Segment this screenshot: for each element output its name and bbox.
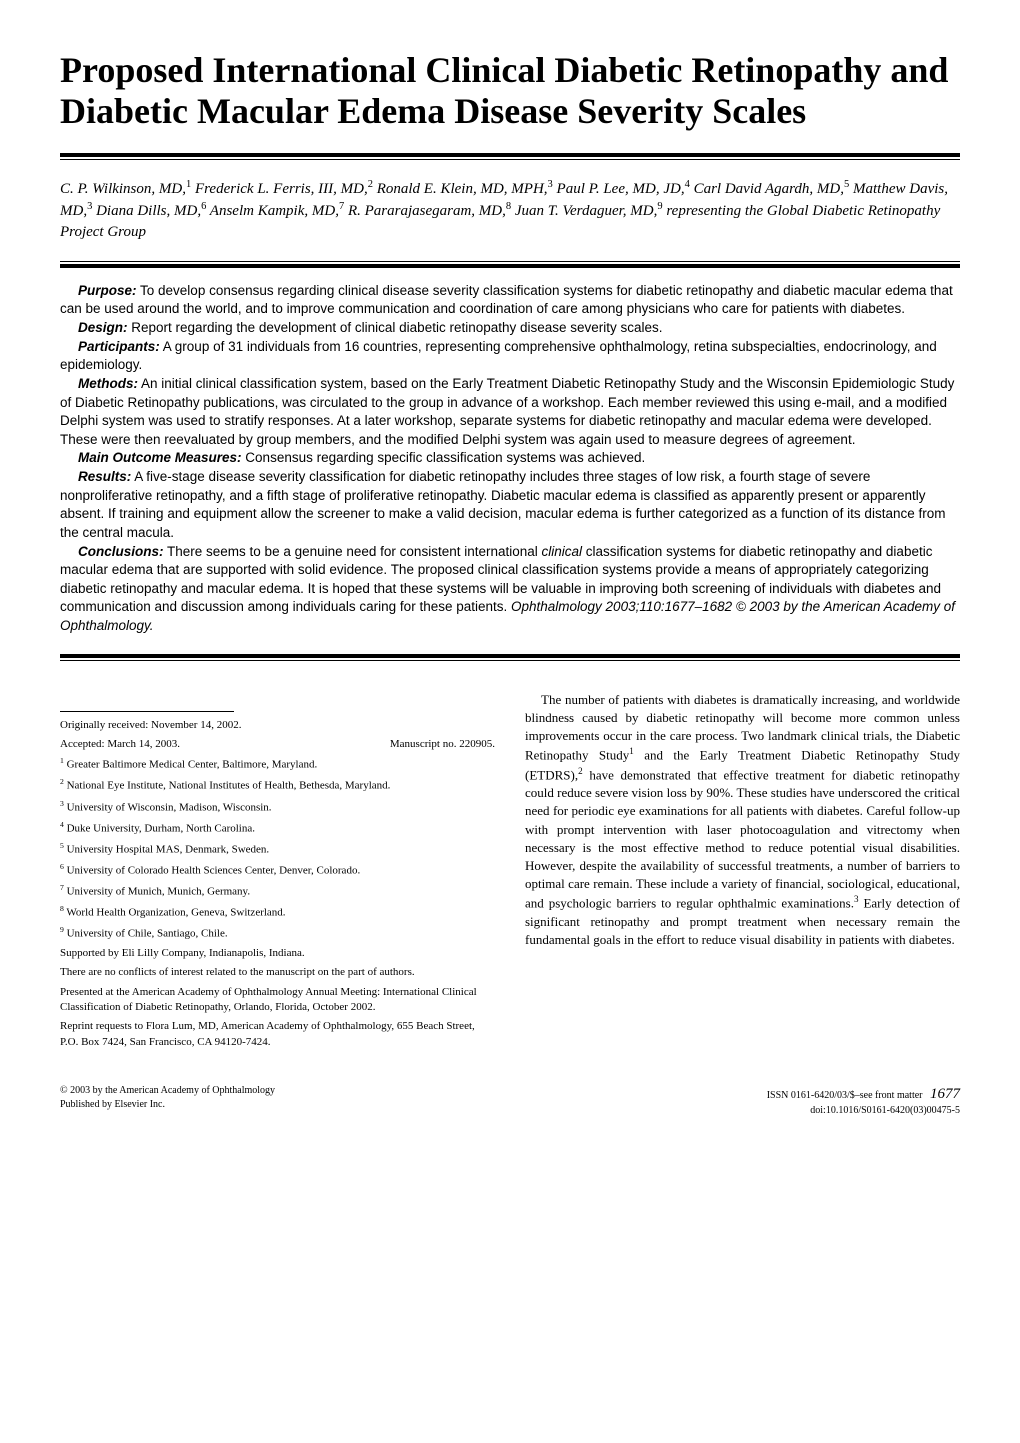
authors-line: C. P. Wilkinson, MD,1 Frederick L. Ferri…	[60, 178, 960, 243]
abstract-text: To develop consensus regarding clinical …	[60, 283, 953, 317]
abstract-label: Main Outcome Measures:	[78, 450, 242, 465]
abstract-label: Methods:	[78, 376, 138, 391]
page-number: 1677	[930, 1086, 960, 1102]
footnote-manuscript: Manuscript no. 220905.	[390, 737, 495, 752]
publisher-line: Published by Elsevier Inc.	[60, 1098, 275, 1112]
affiliation: 6 University of Colorado Health Sciences…	[60, 862, 495, 879]
divider-thin	[60, 159, 960, 160]
abstract-design: Design: Report regarding the development…	[60, 319, 960, 338]
affiliation: 2 National Eye Institute, National Insti…	[60, 777, 495, 794]
affiliation: 5 University Hospital MAS, Denmark, Swed…	[60, 841, 495, 858]
footnote-support: Supported by Eli Lilly Company, Indianap…	[60, 946, 495, 961]
footnote-received: Originally received: November 14, 2002.	[60, 718, 495, 733]
footnote-presented: Presented at the American Academy of Oph…	[60, 985, 495, 1016]
affiliation-text: University of Colorado Health Sciences C…	[67, 864, 361, 876]
affiliation: 7 University of Munich, Munich, Germany.	[60, 883, 495, 900]
abstract-text: A group of 31 individuals from 16 countr…	[60, 339, 937, 373]
divider-thick	[60, 264, 960, 268]
footer-left: © 2003 by the American Academy of Ophtha…	[60, 1084, 275, 1118]
footnote-rule	[60, 711, 234, 712]
abstract-methods: Methods: An initial clinical classificat…	[60, 375, 960, 450]
divider-thick	[60, 153, 960, 157]
affiliation-text: World Health Organization, Geneva, Switz…	[66, 906, 285, 918]
abstract-italic-word: clinical	[542, 544, 583, 559]
footnote-reprints: Reprint requests to Flora Lum, MD, Ameri…	[60, 1019, 495, 1050]
abstract-label: Conclusions:	[78, 544, 164, 559]
affiliation-text: University Hospital MAS, Denmark, Sweden…	[67, 843, 270, 855]
copyright-line: © 2003 by the American Academy of Ophtha…	[60, 1084, 275, 1098]
affiliation-text: Duke University, Durham, North Carolina.	[67, 822, 255, 834]
affiliation-text: University of Munich, Munich, Germany.	[67, 885, 251, 897]
article-title: Proposed International Clinical Diabetic…	[60, 50, 960, 133]
abstract-label: Participants:	[78, 339, 160, 354]
footnote-accepted: Accepted: March 14, 2003.	[60, 737, 180, 752]
abstract-outcome: Main Outcome Measures: Consensus regardi…	[60, 449, 960, 468]
abstract-label: Purpose:	[78, 283, 137, 298]
abstract-label: Design:	[78, 320, 128, 335]
abstract-participants: Participants: A group of 31 individuals …	[60, 338, 960, 375]
issn-line: ISSN 0161-6420/03/$–see front matter 167…	[767, 1084, 960, 1104]
two-column-layout: Originally received: November 14, 2002. …	[60, 691, 960, 1055]
abstract-text: A five-stage disease severity classifica…	[60, 469, 945, 540]
issn-text: ISSN 0161-6420/03/$–see front matter	[767, 1090, 923, 1101]
abstract-conclusions: Conclusions: There seems to be a genuine…	[60, 543, 960, 636]
divider-thin	[60, 261, 960, 262]
right-column: The number of patients with diabetes is …	[525, 691, 960, 1055]
affiliation: 8 World Health Organization, Geneva, Swi…	[60, 904, 495, 921]
affiliation-text: University of Chile, Santiago, Chile.	[67, 927, 228, 939]
divider-thin	[60, 660, 960, 661]
affiliation: 3 University of Wisconsin, Madison, Wisc…	[60, 799, 495, 816]
abstract-text: There seems to be a genuine need for con…	[164, 544, 542, 559]
footer-right: ISSN 0161-6420/03/$–see front matter 167…	[767, 1084, 960, 1118]
affiliation-text: National Eye Institute, National Institu…	[67, 780, 391, 792]
body-paragraph: The number of patients with diabetes is …	[525, 691, 960, 950]
abstract-results: Results: A five-stage disease severity c…	[60, 468, 960, 543]
footnote-conflicts: There are no conflicts of interest relat…	[60, 965, 495, 980]
footnote-accepted-line: Accepted: March 14, 2003. Manuscript no. …	[60, 737, 495, 752]
affiliation: 1 Greater Baltimore Medical Center, Balt…	[60, 756, 495, 773]
footnotes-block: Originally received: November 14, 2002. …	[60, 718, 495, 1051]
abstract-block: Purpose: To develop consensus regarding …	[60, 282, 960, 636]
abstract-label: Results:	[78, 469, 131, 484]
abstract-purpose: Purpose: To develop consensus regarding …	[60, 282, 960, 319]
left-column: Originally received: November 14, 2002. …	[60, 691, 495, 1055]
abstract-text: Report regarding the development of clin…	[128, 320, 663, 335]
page-footer: © 2003 by the American Academy of Ophtha…	[60, 1084, 960, 1118]
affiliation: 9 University of Chile, Santiago, Chile.	[60, 925, 495, 942]
abstract-text: Consensus regarding specific classificat…	[242, 450, 646, 465]
divider-thick	[60, 654, 960, 658]
doi-line: doi:10.1016/S0161-6420(03)00475-5	[767, 1104, 960, 1118]
affiliation-text: University of Wisconsin, Madison, Wiscon…	[67, 801, 272, 813]
abstract-text: An initial clinical classification syste…	[60, 376, 954, 447]
affiliation: 4 Duke University, Durham, North Carolin…	[60, 820, 495, 837]
affiliation-text: Greater Baltimore Medical Center, Baltim…	[67, 759, 318, 771]
